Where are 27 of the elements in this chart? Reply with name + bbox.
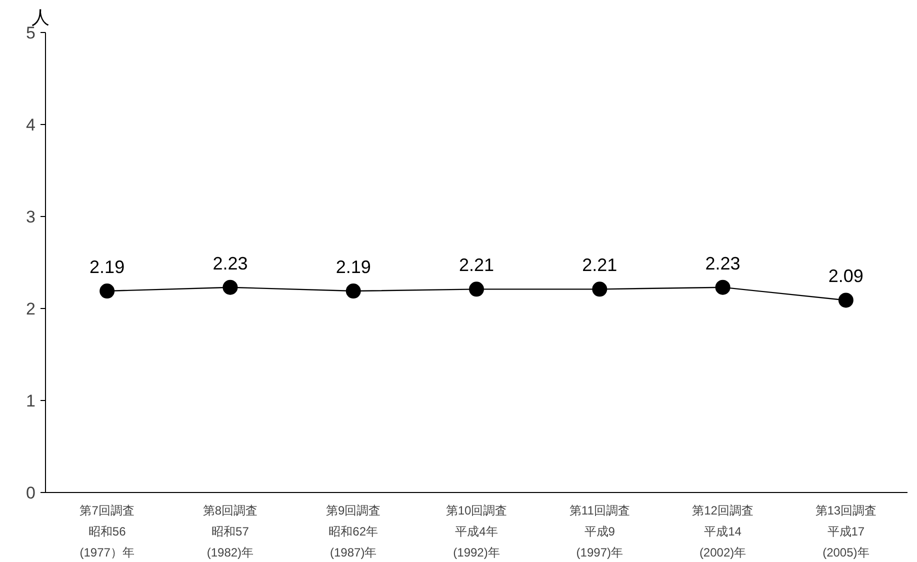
x-tick-label: 第9回調査昭和62年(1987)年 (326, 504, 381, 560)
x-tick-label: 第8回調査昭和57(1982)年 (202, 504, 258, 560)
data-label: 2.09 (828, 266, 864, 286)
x-tick-label: 第12回調査平成14(2002)年 (692, 504, 754, 560)
point (715, 280, 730, 295)
data-label: 2.19 (90, 257, 125, 278)
y-tick-label: 2 (26, 300, 36, 318)
data-label: 2.23 (212, 253, 248, 274)
point (100, 284, 115, 299)
x-tick-label: 第7回調査昭和56(1977）年 (80, 504, 134, 560)
point (346, 284, 361, 299)
point (222, 280, 238, 295)
y-tick-label: 4 (26, 116, 36, 134)
y-tick-label: 1 (26, 392, 36, 410)
data-label: 2.21 (458, 255, 494, 276)
x-tick-label: 第10回調査平成4年(1992)年 (446, 504, 508, 560)
y-tick-label: 3 (26, 208, 36, 226)
point (469, 282, 484, 297)
point (838, 292, 854, 308)
y-axis-title: 人 (32, 8, 50, 28)
point (592, 282, 608, 297)
y-tick-label: 0 (26, 484, 36, 502)
data-label: 2.23 (705, 253, 740, 274)
x-tick-label: 第13回調査平成17(2005)年 (815, 504, 877, 560)
data-label: 2.21 (582, 255, 618, 276)
x-tick-label: 第11回調査平成9(1997)年 (569, 504, 630, 560)
data-label: 2.19 (336, 257, 371, 278)
